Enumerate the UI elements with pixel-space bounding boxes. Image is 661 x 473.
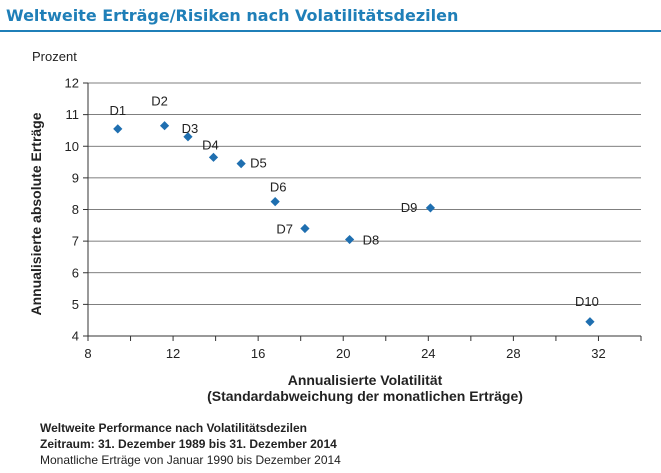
y-tick-label-9: 9 [72,170,79,185]
data-label-d5: D5 [250,156,267,171]
data-point-d9 [425,203,436,213]
y-axis-title: Annualisierte absolute Erträge [28,112,44,315]
data-point-d7 [300,223,310,234]
data-point-d5 [236,159,246,169]
data-point-d8 [345,234,355,245]
x-tick-label-28: 28 [506,346,520,361]
data-point-d2 [159,121,170,131]
chart-footer: Weltweite Performance nach Volatilitätsd… [40,420,341,468]
footer-line-3: Monatliche Erträge von Januar 1990 bis D… [40,453,341,467]
y-tick-label-10: 10 [65,139,79,154]
grid-lines [88,82,641,305]
data-point-d6 [270,196,280,207]
y-tick-label-11: 11 [66,107,80,122]
x-tick-label-20: 20 [336,346,350,361]
footer-line-1: Weltweite Performance nach Volatilitätsd… [40,421,307,435]
data-label-d2: D2 [151,94,168,109]
title-rule [0,30,661,32]
x-axis-title-line1: Annualisierte Volatilität [288,372,443,388]
data-label-d6: D6 [270,180,287,195]
y-tick-label-5: 5 [72,297,79,312]
x-tick-label-16: 16 [251,346,265,361]
x-axis-title-line2: (Standardabweichung der monatlichen Ertr… [207,388,523,404]
unit-label: Prozent [32,49,77,64]
y-tick-label-8: 8 [72,202,79,217]
x-tick-label-24: 24 [421,346,435,361]
chart-panel: 4 5 6 7 8 9 10 11 12 8 12 16 20 24 28 32 D1 D2 D3 D4 D5 D6 D7… [0,32,661,412]
chart-title: Weltweite Erträge/Risiken nach Volatilit… [6,6,459,25]
y-tick-label-12: 12 [65,76,79,91]
data-point-d1 [113,124,123,134]
data-label-d7: D7 [276,221,293,236]
footer-line-2: Zeitraum: 31. Dezember 1989 bis 31. Deze… [40,437,337,451]
data-point-d4 [208,152,219,162]
axes: 4 5 6 7 8 9 10 11 12 8 12 16 20 24 28 32 [65,76,642,361]
data-point-d10 [585,317,595,327]
x-tick-label-12: 12 [166,346,180,361]
y-tick-label-7: 7 [72,234,79,249]
data-point-d3 [183,132,193,142]
y-tick-label-6: 6 [72,265,79,280]
x-tick-label-32: 32 [591,346,605,361]
data-label-d3: D3 [182,121,199,136]
data-label-d10: D10 [575,294,599,309]
data-label-d9: D9 [401,200,418,215]
data-label-d1: D1 [109,103,126,118]
x-tick-label-8: 8 [84,346,91,361]
data-label-d4: D4 [202,137,219,152]
data-label-d8: D8 [363,233,380,248]
y-tick-label-4: 4 [72,329,79,344]
